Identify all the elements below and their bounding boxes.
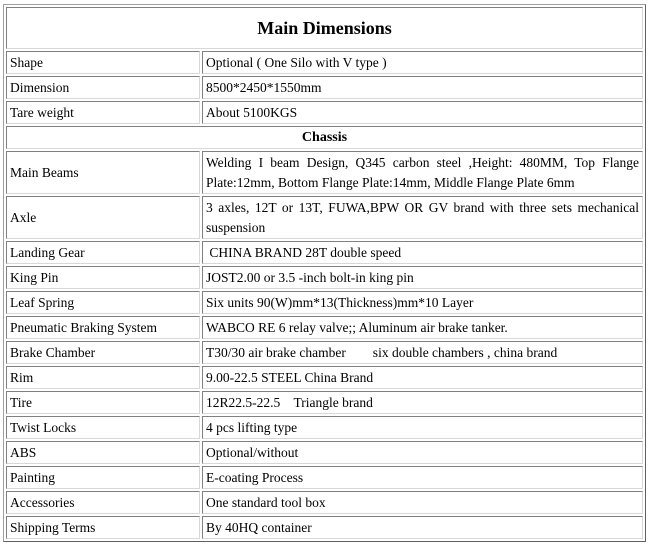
label-abs: ABS bbox=[6, 441, 200, 464]
table-row: Twist Locks 4 pcs lifting type bbox=[6, 416, 643, 439]
table-row: Rim 9.00-22.5 STEEL China Brand bbox=[6, 366, 643, 389]
value-pneumatic-braking-system: WABCO RE 6 relay valve;; Aluminum air br… bbox=[202, 316, 643, 339]
label-accessories: Accessories bbox=[6, 491, 200, 514]
main-dimensions-table: Main Dimensions Shape Optional ( One Silo… bbox=[3, 4, 646, 542]
table-row: Landing Gear CHINA BRAND 28T double spee… bbox=[6, 241, 643, 264]
value-axle: 3 axles, 12T or 13T, FUWA,BPW OR GV bran… bbox=[202, 196, 643, 239]
value-king-pin: JOST2.00 or 3.5 -inch bolt-in king pin bbox=[202, 266, 643, 289]
section-row: Chassis bbox=[6, 126, 643, 149]
table-row: ABS Optional/without bbox=[6, 441, 643, 464]
label-landing-gear: Landing Gear bbox=[6, 241, 200, 264]
value-twist-locks: 4 pcs lifting type bbox=[202, 416, 643, 439]
table-row: Brake Chamber T30/30 air brake chamber si… bbox=[6, 341, 643, 364]
table-row: Shape Optional ( One Silo with V type ) bbox=[6, 51, 643, 74]
value-accessories: One standard tool box bbox=[202, 491, 643, 514]
table-row: Pneumatic Braking System WABCO RE 6 relay… bbox=[6, 316, 643, 339]
label-twist-locks: Twist Locks bbox=[6, 416, 200, 439]
value-brake-chamber: T30/30 air brake chamber six double cham… bbox=[202, 341, 643, 364]
label-tare-weight: Tare weight bbox=[6, 101, 200, 124]
label-axle: Axle bbox=[6, 196, 200, 239]
label-brake-chamber: Brake Chamber bbox=[6, 341, 200, 364]
value-shipping-terms: By 40HQ container bbox=[202, 516, 643, 539]
value-dimension: 8500*2450*1550mm bbox=[202, 76, 643, 99]
table-row: Leaf Spring Six units 90(W)mm*13(Thicknes… bbox=[6, 291, 643, 314]
table-title: Main Dimensions bbox=[6, 7, 643, 49]
section-heading-chassis: Chassis bbox=[6, 126, 643, 149]
label-main-beams: Main Beams bbox=[6, 151, 200, 194]
table-row: Main Beams Welding I beam Design, Q345 ca… bbox=[6, 151, 643, 194]
value-tire: 12R22.5-22.5 Triangle brand bbox=[202, 391, 643, 414]
label-rim: Rim bbox=[6, 366, 200, 389]
table-row: Dimension 8500*2450*1550mm bbox=[6, 76, 643, 99]
value-main-beams: Welding I beam Design, Q345 carbon steel… bbox=[202, 151, 643, 194]
value-shape: Optional ( One Silo with V type ) bbox=[202, 51, 643, 74]
label-dimension: Dimension bbox=[6, 76, 200, 99]
value-rim: 9.00-22.5 STEEL China Brand bbox=[202, 366, 643, 389]
title-row: Main Dimensions bbox=[6, 7, 643, 49]
value-landing-gear: CHINA BRAND 28T double speed bbox=[202, 241, 643, 264]
table-row: King Pin JOST2.00 or 3.5 -inch bolt-in ki… bbox=[6, 266, 643, 289]
table-row: Shipping Terms By 40HQ container bbox=[6, 516, 643, 539]
table-row: Painting E-coating Process bbox=[6, 466, 643, 489]
label-painting: Painting bbox=[6, 466, 200, 489]
table-row: Axle 3 axles, 12T or 13T, FUWA,BPW OR GV … bbox=[6, 196, 643, 239]
table-row: Tare weight About 5100KGS bbox=[6, 101, 643, 124]
label-pneumatic-braking-system: Pneumatic Braking System bbox=[6, 316, 200, 339]
label-tire: Tire bbox=[6, 391, 200, 414]
label-shape: Shape bbox=[6, 51, 200, 74]
table-row: Accessories One standard tool box bbox=[6, 491, 643, 514]
label-shipping-terms: Shipping Terms bbox=[6, 516, 200, 539]
value-tare-weight: About 5100KGS bbox=[202, 101, 643, 124]
label-king-pin: King Pin bbox=[6, 266, 200, 289]
value-painting: E-coating Process bbox=[202, 466, 643, 489]
value-abs: Optional/without bbox=[202, 441, 643, 464]
value-leaf-spring: Six units 90(W)mm*13(Thickness)mm*10 Lay… bbox=[202, 291, 643, 314]
table-row: Tire 12R22.5-22.5 Triangle brand bbox=[6, 391, 643, 414]
label-leaf-spring: Leaf Spring bbox=[6, 291, 200, 314]
